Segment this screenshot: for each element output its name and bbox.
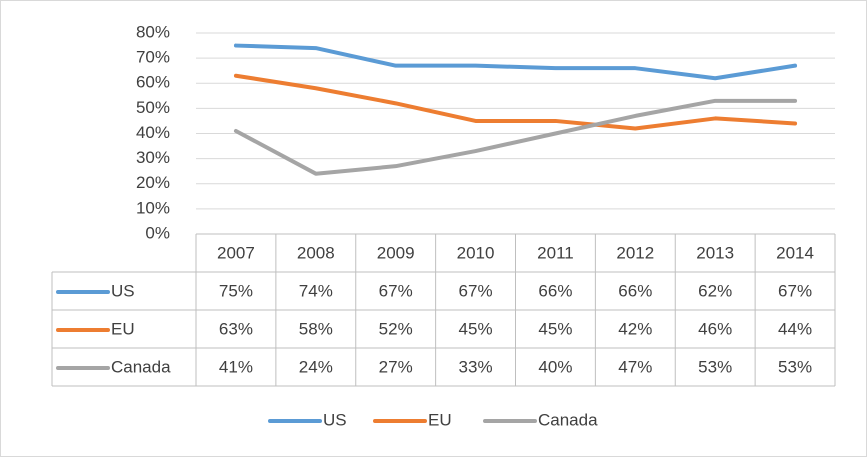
row-label: US: [111, 281, 135, 300]
table-cell: 33%: [459, 357, 493, 376]
table-cell: 41%: [219, 357, 253, 376]
table-cell: 47%: [618, 357, 652, 376]
legend-label: US: [323, 410, 347, 429]
x-tick-label: 2010: [457, 243, 495, 262]
x-tick-label: 2009: [377, 243, 415, 262]
x-tick-label: 2013: [696, 243, 734, 262]
table-cell: 42%: [618, 319, 652, 338]
y-tick-label: 0%: [145, 223, 170, 242]
line-series: [233, 43, 798, 81]
table-cell: 45%: [538, 319, 572, 338]
table-cell: 52%: [379, 319, 413, 338]
row-label: EU: [111, 319, 135, 338]
table-cell: 24%: [299, 357, 333, 376]
y-tick-label: 20%: [136, 173, 170, 192]
table-cell: 53%: [698, 357, 732, 376]
x-tick-label: 2012: [616, 243, 654, 262]
table-cell: 67%: [379, 281, 413, 300]
y-tick-label: 80%: [136, 22, 170, 41]
y-tick-label: 70%: [136, 48, 170, 67]
row-label: Canada: [111, 357, 171, 376]
y-tick-label: 30%: [136, 148, 170, 167]
table-cell: 62%: [698, 281, 732, 300]
y-tick-label: 40%: [136, 123, 170, 142]
table-cell: 67%: [778, 281, 812, 300]
table-cell: 63%: [219, 319, 253, 338]
table-cell: 40%: [538, 357, 572, 376]
table-cell: 27%: [379, 357, 413, 376]
x-tick-label: 2011: [537, 243, 574, 262]
x-tick-label: 2007: [217, 243, 255, 262]
table-cell: 45%: [459, 319, 493, 338]
table-cell: 74%: [299, 281, 333, 300]
legend-label: Canada: [538, 410, 598, 429]
table-cell: 46%: [698, 319, 732, 338]
x-tick-label: 2014: [776, 243, 814, 262]
table-cell: 53%: [778, 357, 812, 376]
table-cell: 58%: [299, 319, 333, 338]
x-tick-label: 2008: [297, 243, 335, 262]
table-cell: 66%: [618, 281, 652, 300]
y-tick-label: 10%: [136, 198, 170, 217]
table-cell: 44%: [778, 319, 812, 338]
table-cell: 67%: [459, 281, 493, 300]
legend-label: EU: [428, 410, 452, 429]
y-tick-label: 60%: [136, 73, 170, 92]
table-cell: 66%: [538, 281, 572, 300]
y-tick-label: 50%: [136, 98, 170, 117]
line-series: [233, 73, 798, 131]
table-cell: 75%: [219, 281, 253, 300]
line-series: [233, 98, 798, 176]
